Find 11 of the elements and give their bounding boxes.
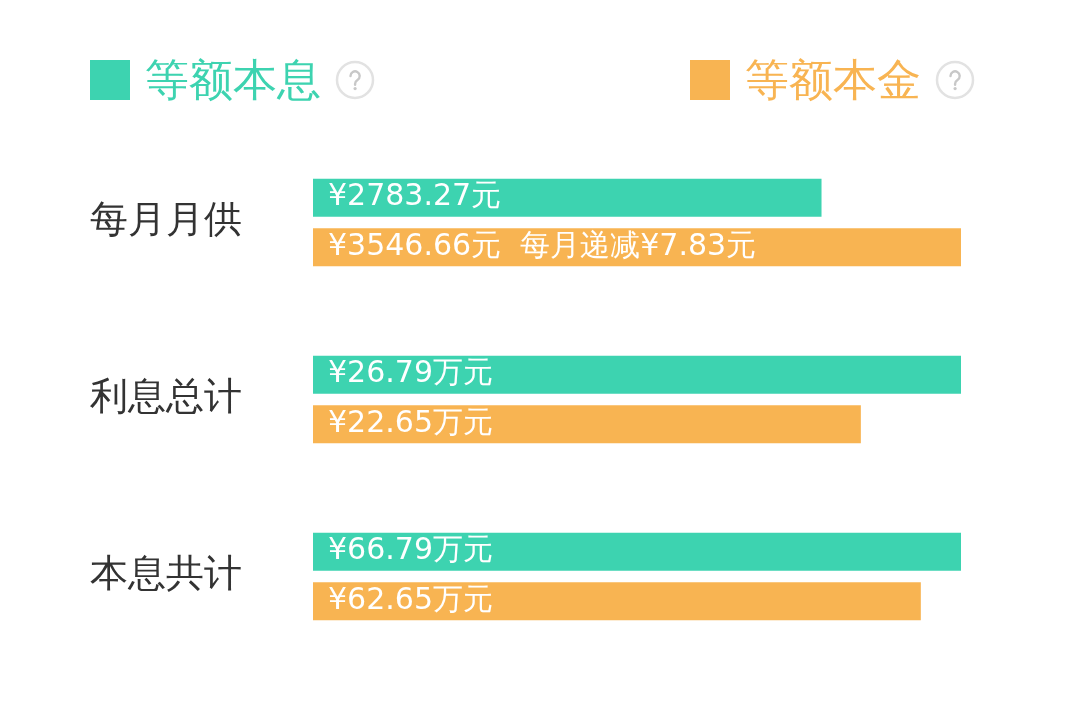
data-label: ¥26.79万元: [328, 354, 493, 390]
data-label: ¥22.65万元: [328, 404, 493, 440]
legend-label: 等额本金: [745, 54, 921, 105]
y-tick-label: 每月月供: [90, 197, 242, 242]
data-label: ¥62.65万元: [328, 581, 493, 617]
y-tick-label: 利息总计: [90, 374, 242, 419]
data-label: ¥3546.66元 每月递减¥7.83元: [328, 227, 757, 263]
y-tick-label: 本息共计: [90, 551, 242, 596]
data-label: ¥66.79万元: [328, 531, 493, 567]
data-label: ¥2783.27元: [328, 177, 502, 213]
legend-label: 等额本息: [145, 54, 321, 105]
